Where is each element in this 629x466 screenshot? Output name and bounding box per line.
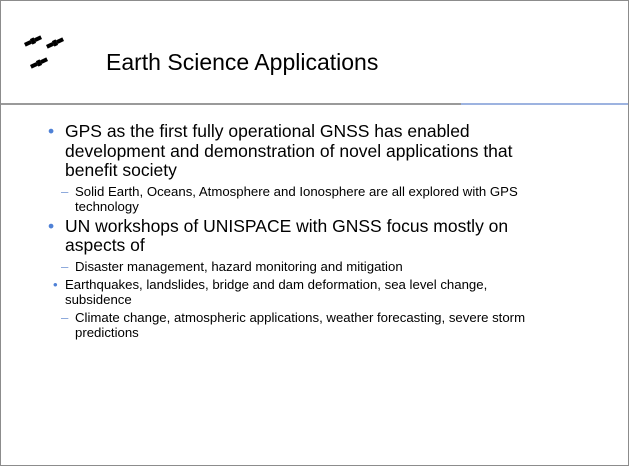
slide-title: Earth Science Applications [106, 49, 379, 75]
bullet-level-2: Solid Earth, Oceans, Atmosphere and Iono… [61, 184, 565, 214]
bullet-level-3-text: Earthquakes, landslides, bridge and dam … [65, 276, 488, 307]
bullet-level-1: UN workshops of UNISPACE with GNSS focus… [45, 215, 560, 256]
bullet-level-1: GPS as the first fully operational GNSS … [45, 121, 560, 181]
bullet-level-2-text: Climate change, atmospheric applications… [75, 309, 526, 340]
bullet-level-2: Climate change, atmospheric applications… [61, 310, 565, 340]
bullet-level-3: Earthquakes, landslides, bridge and dam … [53, 277, 525, 307]
slide-body: GPS as the first fully operational GNSS … [45, 121, 585, 343]
satellite [23, 35, 65, 69]
bullet-level-1-text: UN workshops of UNISPACE with GNSS focus… [65, 215, 509, 255]
title-rule-accent [461, 103, 628, 105]
bullet-level-2-text: Solid Earth, Oceans, Atmosphere and Iono… [75, 183, 518, 214]
title-rule [1, 103, 628, 105]
bullet-level-1-text: GPS as the first fully operational GNSS … [65, 121, 513, 180]
bullet-level-2: Disaster management, hazard monitoring a… [61, 259, 565, 274]
bullet-level-2-text: Disaster management, hazard monitoring a… [75, 258, 403, 274]
satellite-icons [23, 35, 65, 69]
